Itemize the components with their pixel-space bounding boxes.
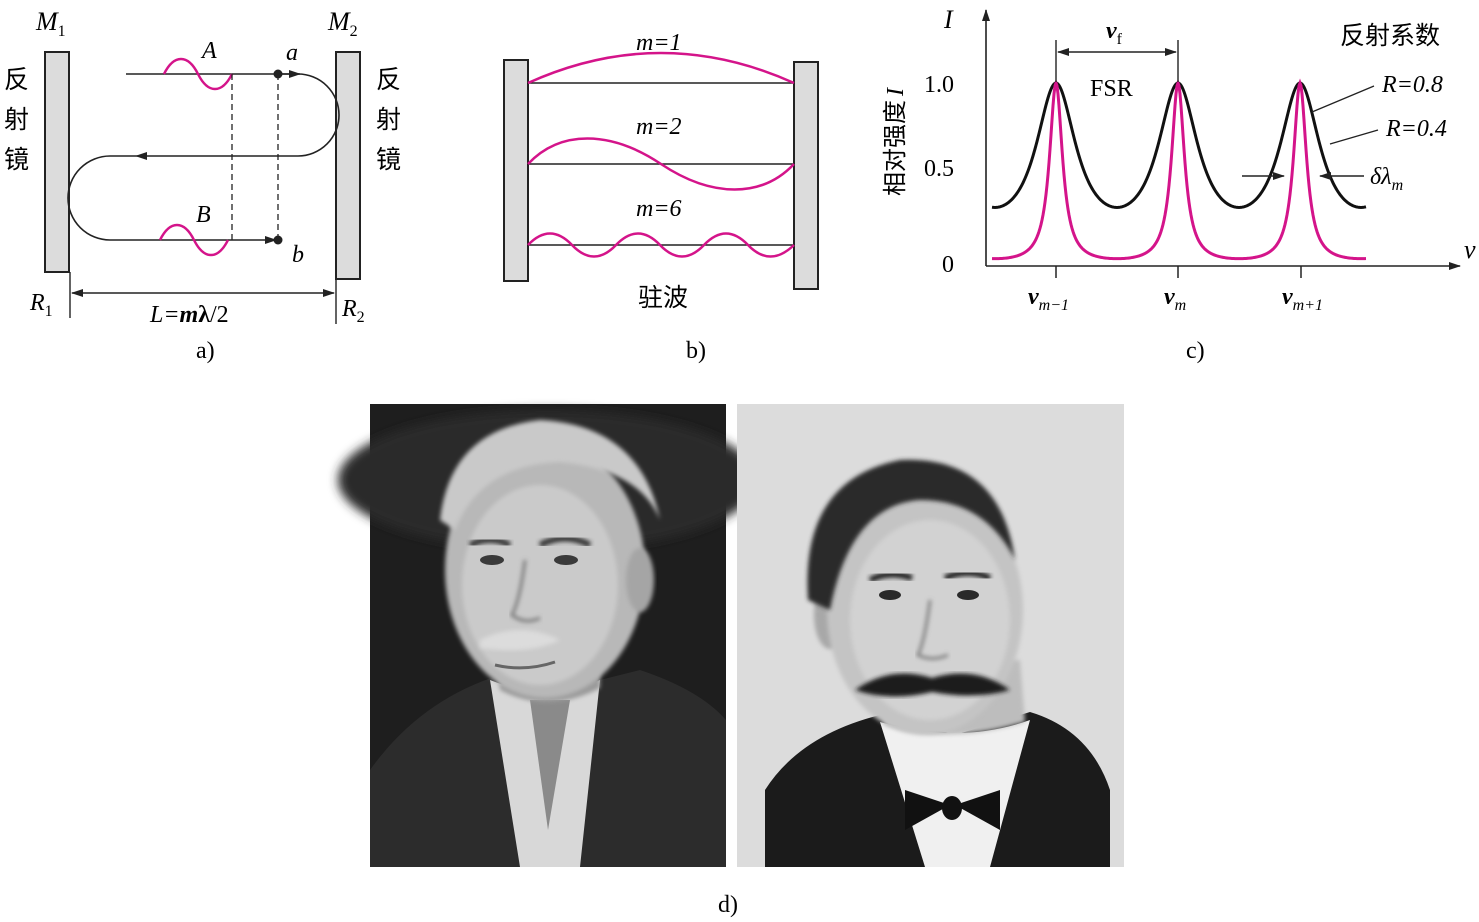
svg-text:M1: M1 (35, 7, 66, 40)
caption-d: d) (718, 892, 738, 918)
beam-turn-left (67, 155, 136, 241)
y-label-var: I (883, 87, 909, 97)
mirror-b-left (503, 59, 529, 282)
portrait-left (338, 404, 758, 867)
m1-label: M (35, 7, 59, 36)
series-r08-line (991, 78, 1367, 261)
mode2-label: m=2 (636, 114, 682, 140)
svg-text:M2: M2 (327, 7, 358, 40)
reflector-left-2: 射 (4, 105, 29, 134)
point-a-dot (273, 69, 283, 79)
xtick-1-sub: m−1 (1039, 297, 1069, 314)
svg-text:L=mλ/2: L=mλ/2 (149, 302, 229, 328)
point-a-label: a (286, 40, 298, 66)
svg-text:νm−1: νm−1 (1028, 284, 1069, 314)
length-m: m (180, 302, 199, 328)
wave-mode1 (527, 51, 795, 85)
svg-text:R2: R2 (341, 296, 365, 326)
portrait-right (737, 404, 1124, 867)
reflector-right-2: 射 (376, 105, 401, 134)
r2-sub: 2 (357, 309, 365, 326)
wave-mode6 (527, 232, 795, 258)
xtick-2-main: ν (1164, 284, 1175, 310)
xtick-3-sub: m+1 (1293, 297, 1323, 314)
dl-main: δλ (1370, 164, 1392, 190)
mirror-b-right (793, 61, 819, 290)
caption-b: b) (686, 338, 706, 364)
legend-r08: R=0.8 (1381, 72, 1443, 98)
svg-text:δλm: δλm (1370, 164, 1403, 194)
length-lambda: λ (198, 302, 210, 328)
legend-title: 反射系数 (1340, 21, 1440, 50)
m2-sub: 2 (350, 23, 358, 40)
panel-c: I ν 1.0 0.5 0 相对强度I νm−1 νm νm+1 νf FSR … (881, 5, 1476, 364)
caption-a: a) (196, 338, 215, 364)
m1-sub: 1 (58, 23, 66, 40)
reflector-left-3: 镜 (4, 145, 29, 174)
y-axis-letter: I (943, 5, 954, 34)
dl-sub: m (1392, 177, 1404, 194)
ytick-0: 0 (942, 252, 954, 278)
wave-b-label: B (196, 202, 211, 228)
x-axis-letter: ν (1464, 235, 1476, 264)
vf-sub: f (1117, 31, 1123, 48)
point-b-dot (273, 235, 283, 245)
panel-a: M1 M2 反 射 镜 反 射 镜 A B a b R1 (4, 7, 401, 364)
r1-sub: 1 (45, 303, 53, 320)
wave-a (162, 57, 234, 91)
xtick-3-main: ν (1282, 284, 1293, 310)
xtick-2-sub: m (1175, 297, 1187, 314)
y-axis-label: 相对强度 I (881, 87, 909, 196)
point-b-label: b (292, 242, 304, 268)
wave-a-label: A (200, 38, 217, 64)
svg-text:R1: R1 (29, 290, 53, 320)
mode6-label: m=6 (636, 196, 682, 222)
xtick-1-main: ν (1028, 284, 1039, 310)
leader-r08 (1311, 85, 1375, 113)
reflector-left-1: 反 (4, 65, 29, 94)
mirror-m2 (335, 51, 361, 280)
leader-r04 (1329, 129, 1379, 145)
legend-r04: R=0.4 (1385, 116, 1447, 142)
svg-text:νm+1: νm+1 (1282, 284, 1323, 314)
vf-main: ν (1106, 18, 1117, 44)
ytick-1: 1.0 (924, 72, 954, 98)
m2-label: M (327, 7, 351, 36)
length-prefix: L= (149, 302, 180, 328)
svg-text:νf: νf (1106, 18, 1123, 48)
beam-turn-right (276, 73, 340, 157)
reflector-right-1: 反 (376, 65, 401, 94)
caption-c: c) (1186, 338, 1205, 364)
standing-wave-label: 驻波 (638, 283, 688, 312)
wave-b (158, 223, 230, 257)
r1-label: R (29, 290, 45, 316)
ytick-05: 0.5 (924, 156, 954, 182)
svg-text:νm: νm (1164, 284, 1186, 314)
r2-label: R (341, 296, 357, 322)
panel-b: m=1 m=2 m=6 驻波 b) (503, 30, 819, 364)
y-label-cn: 相对强度 (881, 100, 909, 196)
fsr-label: FSR (1090, 76, 1133, 102)
length-suffix: /2 (210, 302, 229, 328)
mode1-label: m=1 (636, 30, 682, 56)
mirror-m1 (44, 51, 70, 273)
reflector-right-3: 镜 (376, 145, 401, 174)
wave-mode2 (527, 137, 795, 191)
panel-d: d) (338, 404, 1124, 918)
